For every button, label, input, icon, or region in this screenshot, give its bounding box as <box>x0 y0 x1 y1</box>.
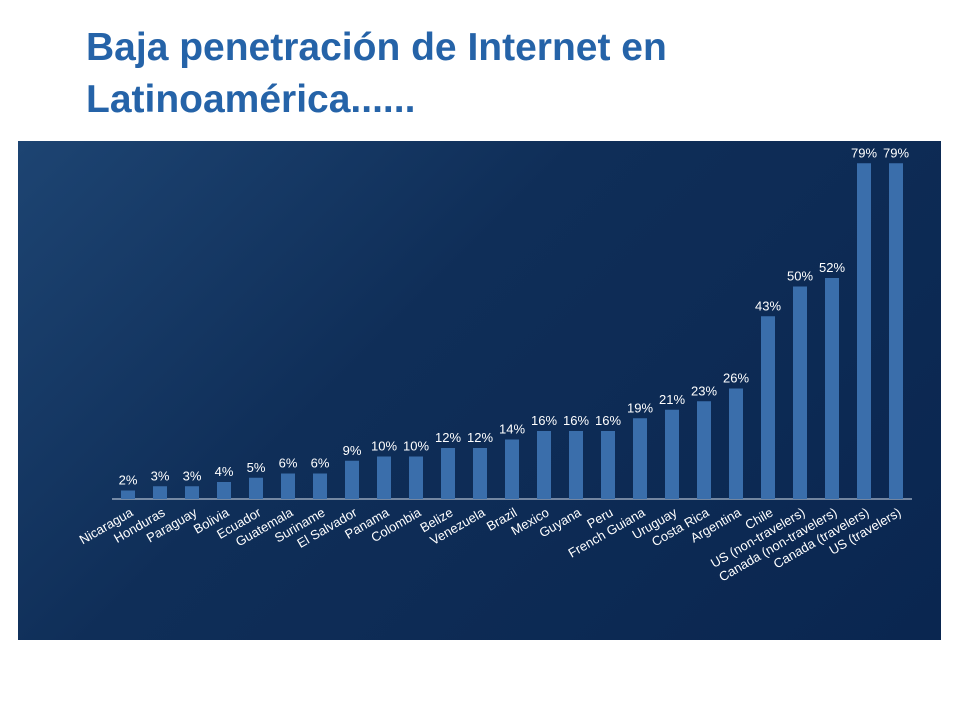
bar <box>217 482 231 499</box>
data-label: 14% <box>499 422 525 437</box>
bar <box>697 401 711 499</box>
data-label: 6% <box>311 456 330 471</box>
data-label: 4% <box>215 464 234 479</box>
data-label: 79% <box>883 145 909 160</box>
bar <box>409 456 423 499</box>
data-label: 2% <box>119 473 138 488</box>
slide-title: Baja penetración de Internet en Latinoam… <box>86 26 667 121</box>
data-label: 12% <box>435 430 461 445</box>
bar <box>601 431 615 499</box>
data-label: 16% <box>563 413 589 428</box>
bar <box>313 473 327 499</box>
data-label: 26% <box>723 371 749 386</box>
bar <box>793 286 807 499</box>
data-label: 16% <box>595 413 621 428</box>
data-label: 50% <box>787 269 813 284</box>
data-label: 16% <box>531 413 557 428</box>
bar <box>153 486 167 499</box>
bar <box>665 409 679 499</box>
data-label: 3% <box>183 468 202 483</box>
bar <box>473 448 487 499</box>
data-label: 19% <box>627 400 653 415</box>
data-label: 23% <box>691 383 717 398</box>
data-label: 6% <box>279 456 298 471</box>
data-label: 10% <box>403 439 429 454</box>
bar <box>121 490 135 499</box>
data-label: 43% <box>755 298 781 313</box>
bar <box>729 388 743 499</box>
bar <box>889 163 903 499</box>
bar <box>857 163 871 499</box>
bar <box>249 477 263 499</box>
bar <box>505 439 519 499</box>
chart-panel: 2% Nicaragua 3% Honduras 3% Paraguay 4% Bolivia… <box>18 141 941 640</box>
internet-penetration-bar-chart: 2%Nicaragua3%Honduras3%Paraguay4%Bolivia… <box>77 145 912 584</box>
bar <box>377 456 391 499</box>
bar <box>633 418 647 499</box>
data-label: 9% <box>343 443 362 458</box>
data-label: 3% <box>151 468 170 483</box>
data-label: 21% <box>659 392 685 407</box>
bar <box>761 316 775 499</box>
bar <box>281 473 295 499</box>
bar <box>185 486 199 499</box>
bar <box>537 431 551 499</box>
bar <box>825 278 839 499</box>
data-label: 10% <box>371 439 397 454</box>
data-label: 12% <box>467 430 493 445</box>
data-label: 79% <box>851 145 877 160</box>
bar <box>441 448 455 499</box>
data-label: 52% <box>819 260 845 275</box>
data-label: 5% <box>247 460 266 475</box>
bar <box>345 460 359 499</box>
bar <box>569 431 583 499</box>
